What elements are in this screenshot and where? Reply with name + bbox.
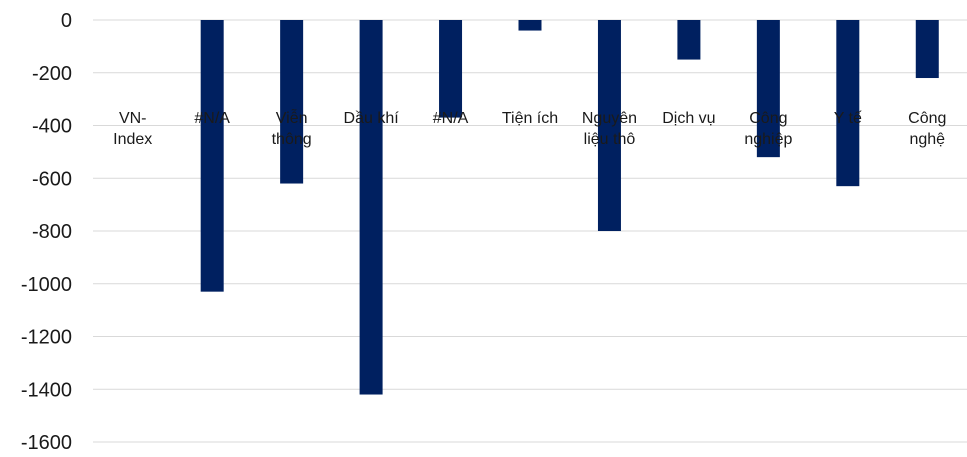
y-tick-label: -1200 (21, 327, 72, 349)
category-label: Dầu khí (344, 110, 400, 127)
category-label: Viễn thông (272, 108, 312, 148)
category-label-line: Công (908, 110, 946, 127)
category-label-line: Nguyên (582, 110, 637, 127)
bar (200, 20, 224, 292)
category-label-line: nghiệp (744, 131, 792, 148)
category-label-line: Dầu khí (344, 110, 400, 127)
y-tick-label: -1000 (21, 274, 72, 296)
category-label-line: Y tế (834, 110, 862, 127)
category-labels: VN- Index #N/A Viễn thông Dầu khí #N/A Tiện ích… (113, 108, 946, 148)
bar (915, 20, 939, 79)
category-label-line: Công (749, 110, 787, 127)
y-tick-label: 0 (61, 10, 72, 32)
category-label: #N/A (433, 110, 469, 127)
category-label: VN- Index (113, 110, 152, 148)
bars (200, 20, 939, 395)
category-label-line: Viễn (276, 108, 308, 127)
bar (439, 20, 463, 118)
bar (836, 20, 860, 187)
category-label: Công nghệ (908, 110, 946, 148)
bar (518, 20, 542, 31)
y-tick-label: -1600 (21, 432, 72, 452)
category-label: #N/A (194, 110, 230, 127)
category-label: Dịch vụ (662, 110, 715, 127)
category-label-line: #N/A (194, 110, 230, 127)
bar (677, 20, 701, 60)
y-tick-label: -1400 (21, 379, 72, 401)
gridlines (93, 19, 967, 443)
category-label: Tiện ích (502, 110, 558, 127)
category-label-line: Dịch vụ (662, 110, 715, 127)
category-label-line: Tiện ích (502, 110, 558, 127)
category-label: Nguyên liệu thô (582, 110, 637, 148)
y-tick-label: -600 (32, 168, 72, 190)
category-label-line: thông (272, 131, 312, 148)
y-tick-label: -800 (32, 221, 72, 243)
bar (597, 20, 621, 231)
category-label-line: VN- (119, 110, 147, 127)
bar (280, 20, 304, 184)
y-axis-tick-labels: 0 -200 -400 -600 -800 -1000 -1200 -1400 -1600 (21, 10, 72, 454)
bar (359, 20, 383, 395)
category-label-line: nghệ (909, 131, 945, 148)
y-tick-label: -200 (32, 63, 72, 85)
y-tick-label: -400 (32, 116, 72, 138)
category-label-line: liệu thô (584, 131, 636, 148)
category-label: Y tế (834, 110, 862, 127)
bar (756, 20, 780, 158)
category-label-line: Index (113, 131, 152, 148)
category-label-line: #N/A (433, 110, 469, 127)
category-label: Công nghiệp (744, 110, 792, 148)
